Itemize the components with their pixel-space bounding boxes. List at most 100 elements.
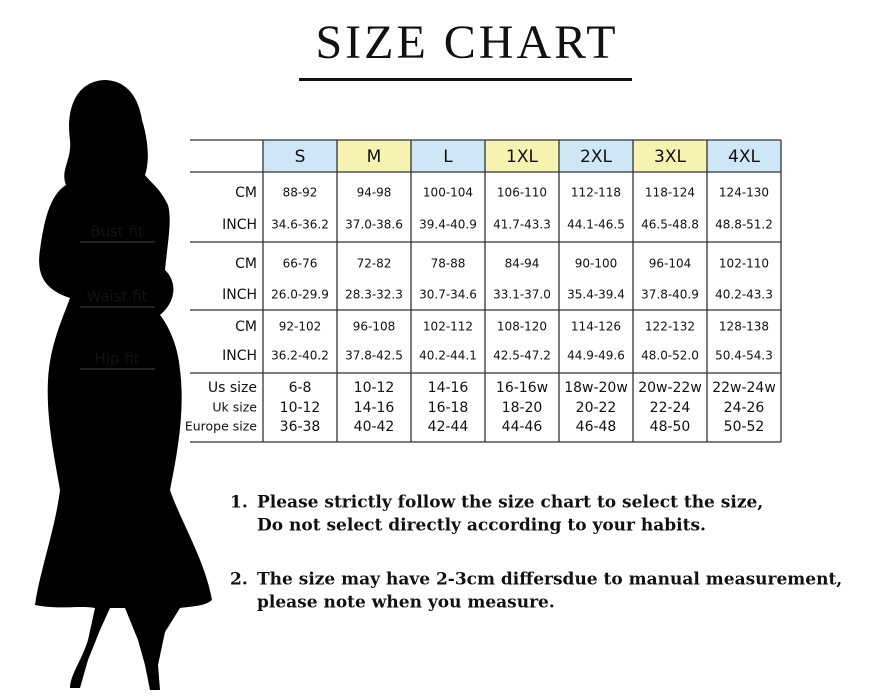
size-value: 16-18 xyxy=(428,400,469,416)
header-cell xyxy=(633,140,707,172)
column-header: 2XL xyxy=(580,147,612,167)
row-unit: Uk size xyxy=(212,400,257,415)
size-value: 84-94 xyxy=(505,257,540,271)
size-value: 36-38 xyxy=(280,419,321,435)
size-value: 40-42 xyxy=(354,419,395,435)
size-value: 42-44 xyxy=(428,419,469,435)
header-cell xyxy=(337,140,411,172)
size-value: 14-16 xyxy=(354,400,395,416)
size-value: 16-16w xyxy=(496,380,548,396)
column-header: L xyxy=(443,147,453,167)
size-value: 41.7-43.3 xyxy=(493,218,551,232)
row-unit: INCH xyxy=(222,287,257,303)
row-unit: CM xyxy=(235,319,257,335)
note-number: 2. xyxy=(230,570,248,590)
size-value: 20-22 xyxy=(576,400,617,416)
size-value: 34.6-36.2 xyxy=(271,218,329,232)
size-value: 20w-22w xyxy=(638,380,702,396)
size-value: 37.8-40.9 xyxy=(641,288,699,302)
note-line: The size may have 2-3cm differsdue to ma… xyxy=(257,570,842,590)
header-cell xyxy=(559,140,633,172)
size-value: 102-110 xyxy=(719,257,769,271)
column-header: S xyxy=(295,147,306,167)
header-cell xyxy=(263,140,337,172)
size-value: 118-124 xyxy=(645,186,695,200)
size-value: 48-50 xyxy=(650,419,691,435)
size-value: 14-16 xyxy=(428,380,469,396)
row-unit: INCH xyxy=(222,217,257,233)
size-value: 18w-20w xyxy=(564,380,628,396)
size-value: 39.4-40.9 xyxy=(419,218,477,232)
size-value: 37.8-42.5 xyxy=(345,349,403,363)
size-value: 106-110 xyxy=(497,186,547,200)
size-value: 28.3-32.3 xyxy=(345,288,403,302)
size-value: 46.5-48.8 xyxy=(641,218,699,232)
size-value: 42.5-47.2 xyxy=(493,349,551,363)
size-value: 66-76 xyxy=(283,257,318,271)
size-value: 128-138 xyxy=(719,320,769,334)
size-value: 33.1-37.0 xyxy=(493,288,551,302)
notes: 1. Please strictly follow the size chart … xyxy=(230,493,842,613)
size-value: 10-12 xyxy=(280,400,321,416)
size-value: 40.2-44.1 xyxy=(419,349,477,363)
size-value: 44.1-46.5 xyxy=(567,218,625,232)
size-value: 96-108 xyxy=(353,320,396,334)
header-cell xyxy=(411,140,485,172)
column-header: 4XL xyxy=(728,147,760,167)
measure-label: Bust fit xyxy=(90,223,144,241)
row-unit: CM xyxy=(235,256,257,272)
size-value: 22-24 xyxy=(650,400,691,416)
row-unit: CM xyxy=(235,185,257,201)
size-value: 40.2-43.3 xyxy=(715,288,773,302)
size-value: 36.2-40.2 xyxy=(271,349,329,363)
silhouette xyxy=(35,80,212,690)
note-number: 1. xyxy=(230,493,248,513)
row-unit: Europe size xyxy=(185,419,257,434)
size-value: 92-102 xyxy=(279,320,322,334)
size-value: 94-98 xyxy=(357,186,392,200)
size-value: 100-104 xyxy=(423,186,473,200)
size-value: 122-132 xyxy=(645,320,695,334)
note-line: Please strictly follow the size chart to… xyxy=(257,493,763,513)
size-value: 48.8-51.2 xyxy=(715,218,773,232)
title-underline xyxy=(299,78,632,81)
size-value: 22w-24w xyxy=(712,380,776,396)
size-table: S M L 1XL 2XL 3XL 4XL CM 88-92 94-98 100-104 106-11… xyxy=(80,139,782,443)
row-unit: INCH xyxy=(222,348,257,364)
size-value: 44.9-49.6 xyxy=(567,349,625,363)
size-value: 46-48 xyxy=(576,419,617,435)
size-value: 114-126 xyxy=(571,320,621,334)
measure-label: Hip fit xyxy=(94,350,139,368)
column-header: 1XL xyxy=(506,147,538,167)
size-value: 108-120 xyxy=(497,320,547,334)
size-value: 10-12 xyxy=(354,380,395,396)
note-line: please note when you measure. xyxy=(257,593,555,613)
column-header: M xyxy=(367,147,382,167)
note-line: Do not select directly according to your… xyxy=(257,516,706,536)
size-value: 30.7-34.6 xyxy=(419,288,477,302)
size-value: 90-100 xyxy=(575,257,618,271)
column-header: 3XL xyxy=(654,147,686,167)
header-cell xyxy=(485,140,559,172)
size-value: 96-104 xyxy=(649,257,692,271)
size-value: 44-46 xyxy=(502,419,543,435)
size-value: 88-92 xyxy=(283,186,318,200)
size-value: 78-88 xyxy=(431,257,466,271)
measure-label: Waist fit xyxy=(86,288,147,306)
size-value: 6-8 xyxy=(289,380,312,396)
title: SIZE CHART xyxy=(315,16,618,69)
size-value: 72-82 xyxy=(357,257,392,271)
size-value: 50.4-54.3 xyxy=(715,349,773,363)
size-value: 18-20 xyxy=(502,400,543,416)
size-value: 124-130 xyxy=(719,186,769,200)
header-cell xyxy=(707,140,781,172)
size-value: 26.0-29.9 xyxy=(271,288,329,302)
size-value: 112-118 xyxy=(571,186,621,200)
size-value: 48.0-52.0 xyxy=(641,349,699,363)
size-value: 35.4-39.4 xyxy=(567,288,625,302)
size-value: 50-52 xyxy=(724,419,765,435)
row-unit: Us size xyxy=(208,380,257,396)
size-value: 24-26 xyxy=(724,400,765,416)
size-value: 37.0-38.6 xyxy=(345,218,403,232)
